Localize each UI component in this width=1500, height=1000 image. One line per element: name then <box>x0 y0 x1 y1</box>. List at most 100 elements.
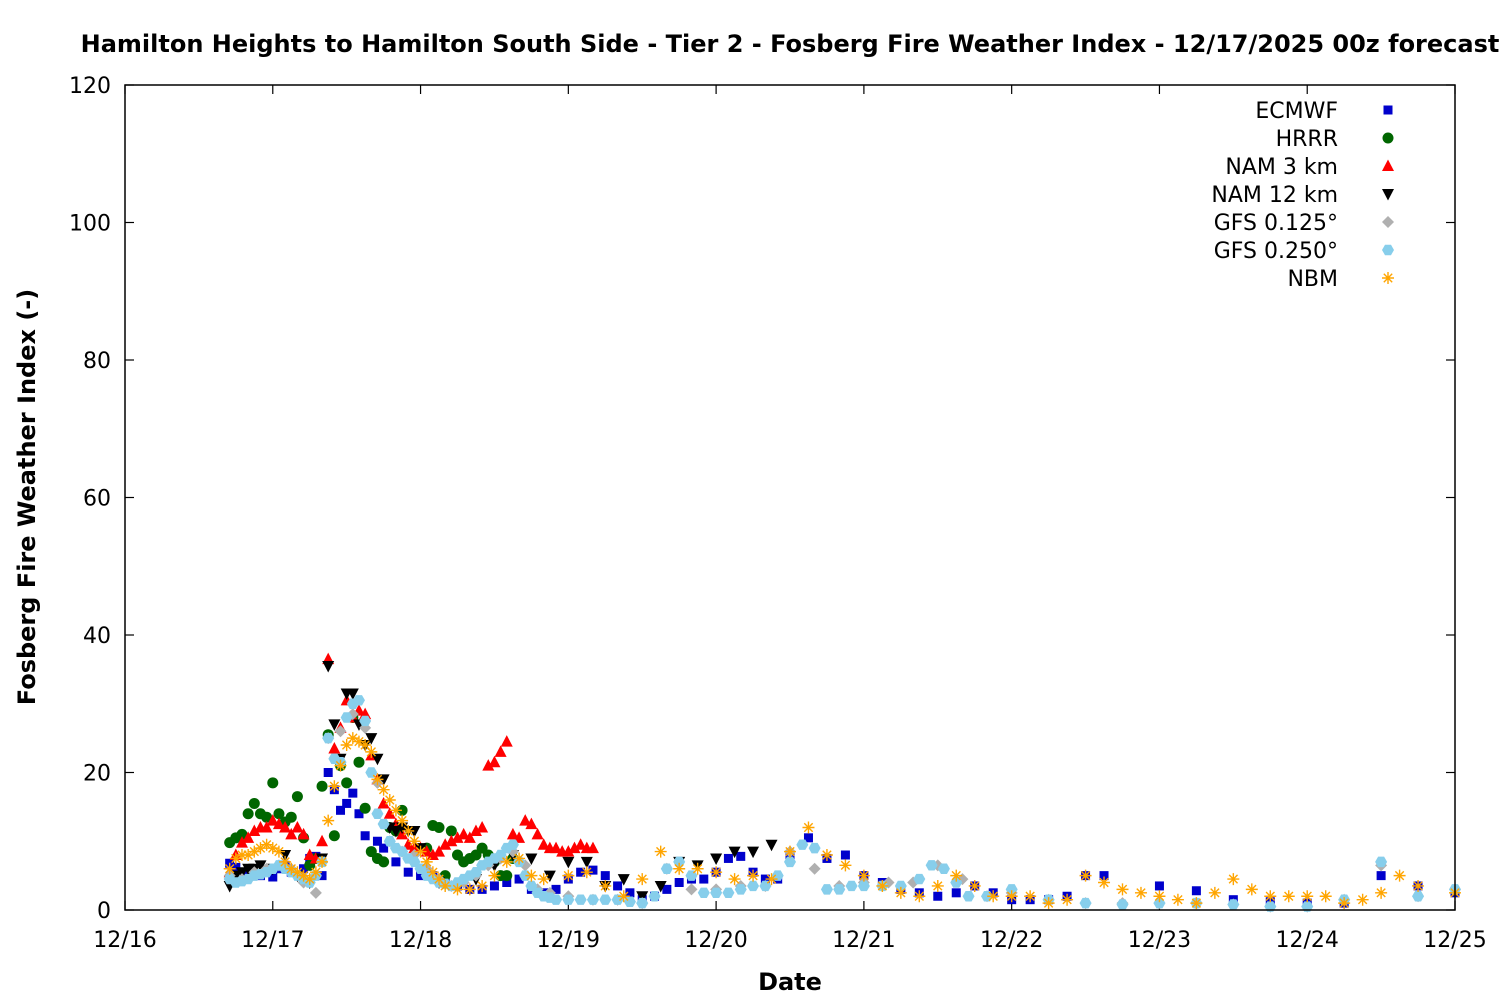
point-hrrr <box>316 780 328 792</box>
point-gfs-0-250 <box>1412 891 1425 902</box>
point-gfs-0-250 <box>673 856 686 868</box>
point-hrrr <box>236 828 248 840</box>
point-nbm <box>389 804 402 817</box>
point-nam-3-km <box>439 838 452 850</box>
point-ecmwf <box>1191 886 1201 896</box>
point-gfs-0-125 <box>309 886 322 899</box>
point-hrrr <box>501 870 513 882</box>
point-ecmwf <box>1099 871 1109 881</box>
point-nam-12-km <box>617 874 630 886</box>
point-nam-3-km <box>420 845 433 857</box>
point-gfs-0-250 <box>1005 884 1018 895</box>
point-ecmwf <box>588 865 598 875</box>
point-gfs-0-250 <box>562 894 575 905</box>
point-hrrr <box>248 797 260 809</box>
y-tick-label: 40 <box>83 624 111 649</box>
point-gfs-0-250 <box>599 894 612 905</box>
point-nbm <box>1319 890 1332 903</box>
legend: ECMWF HRRR NAM 3 km NAM 12 km GFS 0.125° GFS … <box>1211 99 1394 292</box>
point-ecmwf <box>416 871 426 881</box>
point-nam-12-km <box>710 853 723 865</box>
legend-marker-gfs-0-250 <box>1382 244 1394 256</box>
point-ecmwf <box>403 867 413 877</box>
x-tick-label: 12/19 <box>537 928 600 953</box>
point-hrrr <box>285 811 297 823</box>
point-nbm <box>439 879 452 892</box>
point-nam-3-km <box>235 836 248 848</box>
point-ecmwf <box>1154 881 1164 891</box>
point-ecmwf <box>514 874 524 884</box>
point-nam-12-km <box>747 846 760 859</box>
point-nam-3-km <box>266 814 279 826</box>
point-nbm <box>1356 893 1369 906</box>
point-gfs-0-250 <box>1153 897 1166 909</box>
point-nam-3-km <box>457 827 470 840</box>
point-nam-12-km <box>728 846 741 859</box>
point-nbm <box>1393 869 1406 882</box>
point-nbm <box>359 739 372 751</box>
point-nbm <box>365 745 378 758</box>
point-nbm <box>291 866 304 879</box>
point-nbm <box>894 886 907 899</box>
point-nbm <box>1153 890 1166 903</box>
point-nbm <box>1024 890 1037 903</box>
point-nbm <box>402 824 415 837</box>
point-gfs-0-250 <box>1301 901 1314 912</box>
point-nbm <box>1208 886 1221 899</box>
point-nbm <box>513 852 526 865</box>
point-hrrr <box>261 811 273 823</box>
point-nbm <box>1098 876 1111 889</box>
point-ecmwf <box>674 878 684 887</box>
y-tick-label: 0 <box>97 899 111 924</box>
point-nbm <box>309 866 322 879</box>
point-ecmwf <box>317 871 327 881</box>
point-ecmwf <box>576 867 586 877</box>
point-nam-3-km <box>260 821 273 833</box>
point-gfs-0-250 <box>913 873 926 885</box>
point-gfs-0-250 <box>1079 897 1092 909</box>
point-nbm <box>463 883 476 896</box>
point-hrrr <box>267 777 279 789</box>
point-ecmwf <box>699 874 709 884</box>
point-nam-3-km <box>488 755 501 768</box>
point-nbm <box>285 862 298 875</box>
point-gfs-0-250 <box>1264 901 1277 912</box>
point-gfs-0-250 <box>377 818 390 830</box>
legend-marker-ecmwf <box>1383 105 1393 115</box>
point-ecmwf <box>803 833 813 843</box>
point-ecmwf <box>933 891 943 901</box>
point-gfs-0-125 <box>685 883 698 896</box>
point-gfs-0-250 <box>1375 856 1388 868</box>
series-gfs-0-250 <box>223 695 1461 912</box>
point-nam-3-km <box>291 821 304 833</box>
point-nam-12-km <box>322 660 335 673</box>
point-nbm <box>1190 897 1203 910</box>
point-gfs-0-250 <box>962 891 975 902</box>
legend-label-gfs-0-250: GFS 0.250° <box>1214 239 1338 264</box>
point-nam-12-km <box>580 856 593 869</box>
point-nbm <box>303 873 316 886</box>
point-nam-12-km <box>279 850 292 862</box>
point-nam-3-km <box>451 831 464 843</box>
point-ecmwf <box>551 884 561 894</box>
point-nbm <box>377 783 390 796</box>
point-nbm <box>383 794 396 806</box>
point-nam-3-km <box>586 841 599 854</box>
point-nam-12-km <box>562 856 575 869</box>
series-nbm <box>223 732 1461 910</box>
y-tick-label: 20 <box>83 762 111 787</box>
point-nam-12-km <box>235 867 248 879</box>
point-nbm <box>346 732 359 745</box>
point-nam-3-km <box>519 814 532 826</box>
point-gfs-0-250 <box>1227 899 1240 910</box>
x-tick-label: 12/17 <box>241 928 304 953</box>
y-tick-label: 100 <box>69 212 111 237</box>
point-nbm <box>802 821 815 834</box>
point-ecmwf <box>348 788 358 798</box>
point-nbm <box>931 879 944 892</box>
point-nbm <box>414 845 427 858</box>
point-nbm <box>235 849 248 861</box>
point-gfs-0-250 <box>710 887 723 899</box>
point-ecmwf <box>736 851 746 861</box>
point-nbm <box>562 869 575 882</box>
